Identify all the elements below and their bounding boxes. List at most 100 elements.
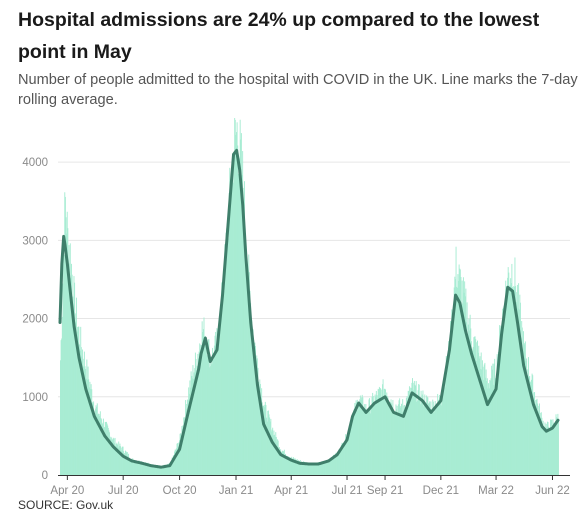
daily-bar xyxy=(134,461,136,475)
daily-bar xyxy=(533,392,535,475)
daily-bar xyxy=(193,379,195,475)
daily-bar xyxy=(501,325,503,475)
daily-bar xyxy=(226,228,228,475)
daily-bar xyxy=(499,325,501,475)
daily-bar xyxy=(500,330,502,475)
grid-lines xyxy=(58,161,570,398)
daily-bar xyxy=(374,402,375,475)
daily-bar xyxy=(179,433,181,475)
daily-bar xyxy=(547,422,549,475)
daily-bar xyxy=(341,442,343,475)
daily-bar xyxy=(121,446,123,475)
daily-bar xyxy=(413,380,415,475)
daily-bar xyxy=(119,443,121,475)
daily-bar xyxy=(428,403,430,475)
daily-bar xyxy=(308,464,310,475)
daily-bar xyxy=(150,465,152,475)
daily-bar xyxy=(405,408,407,475)
daily-bar xyxy=(446,362,448,475)
daily-bar xyxy=(75,313,77,475)
daily-bar xyxy=(160,466,162,475)
daily-bar xyxy=(154,466,156,475)
daily-bar xyxy=(145,462,147,475)
daily-bar xyxy=(330,460,332,475)
daily-bar xyxy=(493,363,495,475)
daily-bar xyxy=(529,376,531,475)
daily-bar xyxy=(161,465,163,475)
daily-bar xyxy=(81,356,83,475)
daily-bar xyxy=(391,403,393,475)
daily-bar xyxy=(133,460,135,475)
daily-bar xyxy=(97,414,99,475)
daily-bar xyxy=(108,430,110,475)
daily-bar xyxy=(212,353,214,475)
daily-bar xyxy=(475,342,477,475)
daily-bar xyxy=(425,407,427,475)
daily-bar xyxy=(504,316,506,475)
daily-bar xyxy=(369,398,371,475)
daily-bar xyxy=(280,452,282,475)
daily-bar xyxy=(251,320,253,475)
daily-bar xyxy=(505,280,507,475)
daily-bar xyxy=(338,449,340,475)
daily-bar xyxy=(228,192,230,475)
daily-bar xyxy=(333,455,335,475)
daily-bar xyxy=(185,404,187,475)
daily-bar xyxy=(177,446,179,475)
daily-bar xyxy=(189,380,191,475)
daily-bar xyxy=(519,294,521,475)
daily-bar xyxy=(251,336,253,475)
daily-bar xyxy=(538,403,540,475)
daily-bar xyxy=(351,419,353,475)
daily-bar xyxy=(288,457,290,475)
daily-bar xyxy=(76,331,78,475)
daily-bar xyxy=(550,419,552,475)
daily-bar xyxy=(263,405,264,475)
daily-bar xyxy=(164,464,166,475)
daily-bar xyxy=(440,402,442,475)
y-tick-label: 3000 xyxy=(22,235,48,247)
daily-bar xyxy=(215,331,217,475)
daily-bar xyxy=(420,404,421,475)
daily-bar xyxy=(378,386,380,475)
daily-bar xyxy=(256,358,258,475)
daily-bar xyxy=(197,353,199,475)
daily-bar xyxy=(325,460,327,475)
daily-bar xyxy=(467,334,469,475)
daily-bar xyxy=(335,455,337,475)
daily-bar xyxy=(200,350,202,475)
daily-bar xyxy=(418,384,420,475)
daily-bar xyxy=(494,358,496,475)
daily-bar xyxy=(191,378,193,475)
daily-bar xyxy=(380,388,382,475)
daily-bar xyxy=(114,437,116,475)
daily-bar xyxy=(486,378,488,475)
daily-bar xyxy=(372,392,374,475)
daily-bar xyxy=(274,436,276,475)
daily-bar xyxy=(452,309,454,475)
daily-bar xyxy=(182,425,184,475)
daily-bar xyxy=(340,451,342,475)
daily-bar xyxy=(362,397,364,475)
daily-bar xyxy=(156,465,158,475)
daily-bar xyxy=(156,466,158,475)
daily-bar xyxy=(218,334,220,475)
daily-bar xyxy=(224,250,226,475)
daily-bar xyxy=(537,403,539,475)
daily-bar xyxy=(173,455,175,475)
daily-bar xyxy=(311,465,313,475)
daily-bar xyxy=(63,255,65,475)
daily-bar xyxy=(88,379,90,475)
daily-bar xyxy=(129,458,131,475)
daily-bar xyxy=(527,357,529,475)
daily-bar xyxy=(356,402,358,475)
daily-bar xyxy=(368,399,370,475)
daily-bar xyxy=(301,461,302,475)
daily-bar xyxy=(456,287,458,475)
daily-bar xyxy=(436,402,438,475)
daily-bar xyxy=(535,399,537,475)
daily-bar xyxy=(470,341,472,475)
daily-bar xyxy=(141,463,143,475)
daily-bar xyxy=(443,388,445,475)
daily-bar xyxy=(258,387,260,475)
